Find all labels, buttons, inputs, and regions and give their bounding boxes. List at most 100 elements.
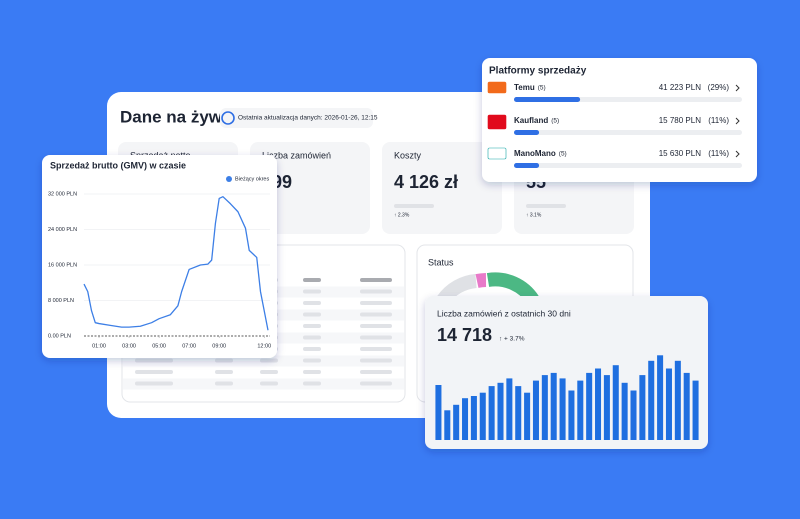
bar (683, 372, 690, 440)
share-track (514, 163, 742, 168)
placeholder (135, 381, 173, 386)
platform-amount: 15 630 PLN (659, 149, 701, 158)
bar (506, 378, 513, 440)
y-tick-label: 32 000 PLN (48, 191, 77, 197)
platform-count: (5) (551, 118, 559, 125)
platform-logo (487, 147, 507, 160)
chart-title: Liczba zamówień z ostatnich 30 dni (437, 308, 571, 318)
placeholder (260, 358, 278, 363)
status-title: Status (428, 257, 454, 267)
platform-share: (11%) (708, 149, 729, 158)
placeholder (303, 381, 321, 386)
share-track (514, 130, 742, 135)
kpi-value: 4 126 zł (394, 172, 458, 192)
donut-segment (475, 273, 487, 288)
share-bar (514, 130, 540, 135)
legend-label: Bieżący okres (235, 176, 269, 182)
platform-logo (487, 114, 507, 130)
bar (603, 375, 610, 440)
y-tick-label: 16 000 PLN (48, 262, 77, 268)
y-tick-label: 24 000 PLN (48, 227, 77, 233)
bar (497, 382, 504, 440)
placeholder (360, 324, 392, 328)
platform-count: (5) (538, 85, 546, 92)
bar (577, 380, 584, 440)
kpi-change: ↑ 3.1% (526, 212, 542, 218)
dashboard-title: Dane na żywo (120, 107, 232, 126)
bar (462, 398, 469, 440)
card (482, 58, 757, 182)
bar (541, 375, 548, 440)
placeholder (215, 381, 233, 386)
x-tick-label: 12:00 (257, 343, 271, 349)
orders-change: ↑ + 3.7% (499, 336, 525, 343)
placeholder (394, 204, 434, 208)
chevron[interactable] (735, 84, 740, 92)
bar (612, 365, 619, 440)
bar (639, 375, 646, 440)
placeholder (360, 289, 392, 294)
platforms-card: Platformy sprzedaży Temu (5) (29%)41 223 P… (482, 58, 757, 182)
bar (586, 372, 593, 440)
platform-share: (11%) (708, 116, 729, 125)
platform-amount: 15 780 PLN (659, 116, 701, 125)
share-bar (514, 97, 581, 102)
update-pill (220, 108, 373, 128)
platform-name: Kaufland (514, 116, 548, 125)
orders-card: Liczba zamówień z ostatnich 30 dni 14 71… (425, 296, 708, 449)
placeholder (303, 324, 321, 328)
placeholder (303, 289, 321, 294)
platform-logo (487, 81, 507, 94)
chevron[interactable] (735, 117, 740, 125)
bar (692, 380, 699, 440)
placeholder (360, 370, 392, 374)
placeholder (360, 358, 392, 363)
kpi-change: ↑ 2.3% (394, 212, 410, 218)
refresh-icon[interactable] (221, 111, 235, 125)
placeholder (303, 347, 321, 351)
placeholder (303, 278, 321, 282)
bar (550, 372, 557, 440)
placeholder (360, 347, 392, 351)
placeholder (135, 370, 173, 374)
bar (665, 368, 672, 440)
chevron[interactable] (735, 150, 740, 158)
update-text: Ostatnia aktualizacja danych: 2026-01-26… (238, 115, 378, 122)
bar (524, 392, 531, 440)
gmv-card: Sprzedaż brutto (GMV) w czasie 0.00 PLN 8… (42, 155, 277, 358)
bar (648, 360, 655, 440)
x-tick-label: 05:00 (152, 343, 166, 349)
orders-total: 14 718 (437, 325, 492, 345)
kpi-card (382, 142, 502, 234)
x-tick-label: 03:00 (122, 343, 136, 349)
placeholder (526, 204, 566, 208)
platforms-title: Platformy sprzedaży (489, 66, 587, 77)
placeholder (360, 312, 392, 317)
placeholder (303, 301, 321, 305)
placeholder (215, 370, 233, 374)
bar (435, 385, 442, 440)
donut-segment (486, 272, 539, 305)
platform-count: (5) (559, 151, 567, 158)
placeholder (360, 301, 392, 305)
bar (559, 378, 566, 440)
bar (674, 360, 681, 440)
placeholder (303, 312, 321, 317)
bar (470, 396, 477, 440)
placeholder (303, 335, 321, 340)
platform-name: ManoMano (514, 149, 556, 158)
card (425, 296, 708, 449)
y-tick-label: 8 000 PLN (48, 298, 74, 304)
platform-share: (29%) (708, 83, 730, 92)
placeholder (303, 358, 321, 363)
placeholder (260, 370, 278, 374)
x-tick-label: 01:00 (92, 343, 106, 349)
placeholder (215, 358, 233, 363)
kpi-label: Koszty (394, 150, 422, 160)
bar (488, 386, 495, 440)
placeholder (135, 358, 173, 363)
chart-title: Sprzedaż brutto (GMV) w czasie (50, 160, 186, 170)
kpi-card (250, 142, 370, 234)
placeholder (360, 381, 392, 386)
